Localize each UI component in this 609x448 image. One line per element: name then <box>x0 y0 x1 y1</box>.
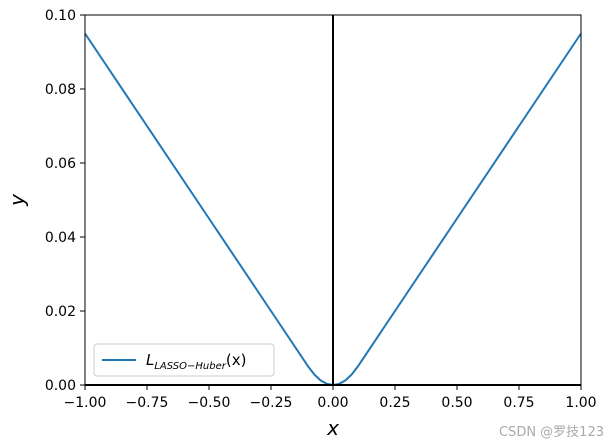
x-tick-label: 0.50 <box>441 395 472 411</box>
x-tick-label: 0.00 <box>317 395 348 411</box>
y-tick-label: 0.00 <box>45 378 76 394</box>
y-tick-label: 0.06 <box>45 156 76 172</box>
legend-label-sub: LASSO−Huber <box>154 361 226 372</box>
legend-label-main: L <box>146 351 154 369</box>
y-tick-label: 0.08 <box>45 82 76 98</box>
legend-label-tail: (x) <box>226 351 247 369</box>
y-tick-label: 0.02 <box>45 304 76 320</box>
y-tick-label: 0.04 <box>45 230 76 246</box>
x-tick-label: −0.50 <box>188 395 231 411</box>
watermark: CSDN @罗技123 <box>499 425 604 440</box>
x-tick-label: −1.00 <box>64 395 107 411</box>
legend-label: LLASSO−Huber(x) <box>146 351 246 372</box>
x-tick-label: 0.75 <box>503 395 534 411</box>
x-tick-label: 0.25 <box>379 395 410 411</box>
y-axis-label: y <box>5 193 29 207</box>
x-axis-label: x <box>326 416 339 440</box>
plot-frame <box>84 14 582 386</box>
x-tick-label: −0.75 <box>126 395 169 411</box>
legend-box <box>93 343 275 377</box>
x-tick-label: 1.00 <box>565 395 596 411</box>
x-tick-label: −0.25 <box>250 395 293 411</box>
y-tick-label: 0.10 <box>45 8 76 24</box>
